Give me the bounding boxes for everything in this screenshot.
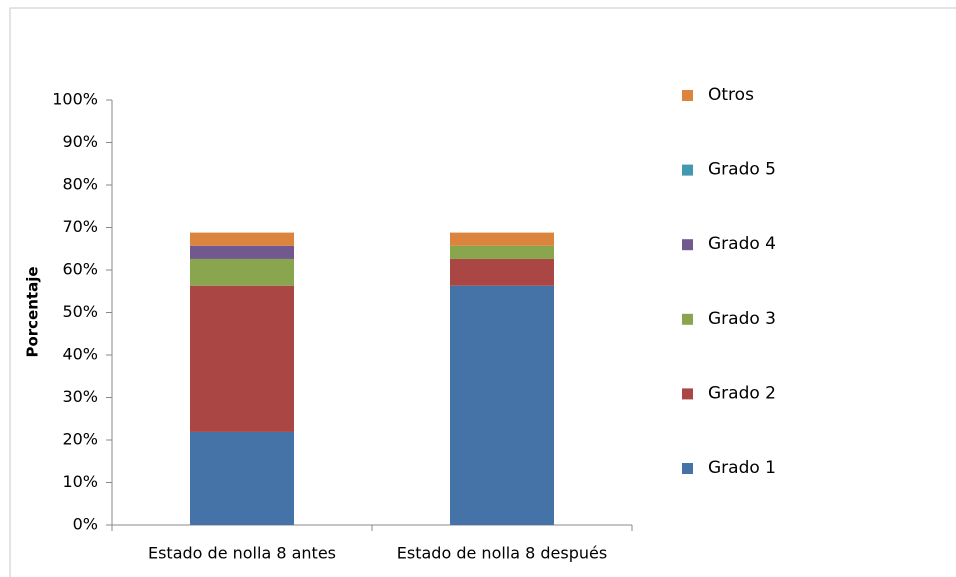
- bar-segment: [450, 285, 554, 525]
- y-tick-label: 100%: [52, 90, 98, 109]
- legend-swatch: [682, 388, 693, 400]
- x-tick-label: Estado de nolla 8 después: [397, 544, 607, 563]
- y-tick-label: 70%: [62, 217, 98, 236]
- bar-segment: [190, 285, 294, 432]
- bar-segment: [450, 258, 554, 286]
- y-tick-label: 80%: [62, 175, 98, 194]
- legend-swatch: [682, 313, 693, 325]
- y-tick-label: 90%: [62, 132, 98, 151]
- legend-label: Grado 4: [708, 234, 776, 254]
- y-axis-label: Porcentaje: [24, 266, 42, 357]
- bar-segment: [450, 232, 554, 246]
- y-tick-label: 30%: [62, 387, 98, 406]
- y-tick-label: 20%: [62, 430, 98, 449]
- y-tick-label: 10%: [62, 472, 98, 491]
- legend-label: Grado 3: [708, 309, 776, 329]
- x-tick-label: Estado de nolla 8 antes: [148, 544, 336, 563]
- legend-label: Grado 5: [708, 160, 776, 180]
- bar-segment: [190, 431, 294, 525]
- legend-swatch: [682, 239, 693, 251]
- legend-label: Grado 2: [708, 383, 776, 403]
- bar-segment: [190, 245, 294, 259]
- legend-label: Grado 1: [708, 458, 776, 478]
- y-tick-label: 50%: [62, 302, 98, 321]
- legend-swatch: [682, 463, 693, 474]
- y-tick-label: 0%: [73, 515, 98, 534]
- bar-segment: [190, 232, 294, 246]
- y-tick-label: 40%: [62, 345, 98, 364]
- y-tick-label: 60%: [62, 260, 98, 279]
- legend-label: Otros: [708, 85, 754, 105]
- chart-frame: [9, 7, 956, 577]
- legend-swatch: [682, 90, 693, 101]
- legend-swatch: [682, 164, 693, 176]
- bar-segment: [450, 245, 554, 259]
- bar-segment: [190, 258, 294, 286]
